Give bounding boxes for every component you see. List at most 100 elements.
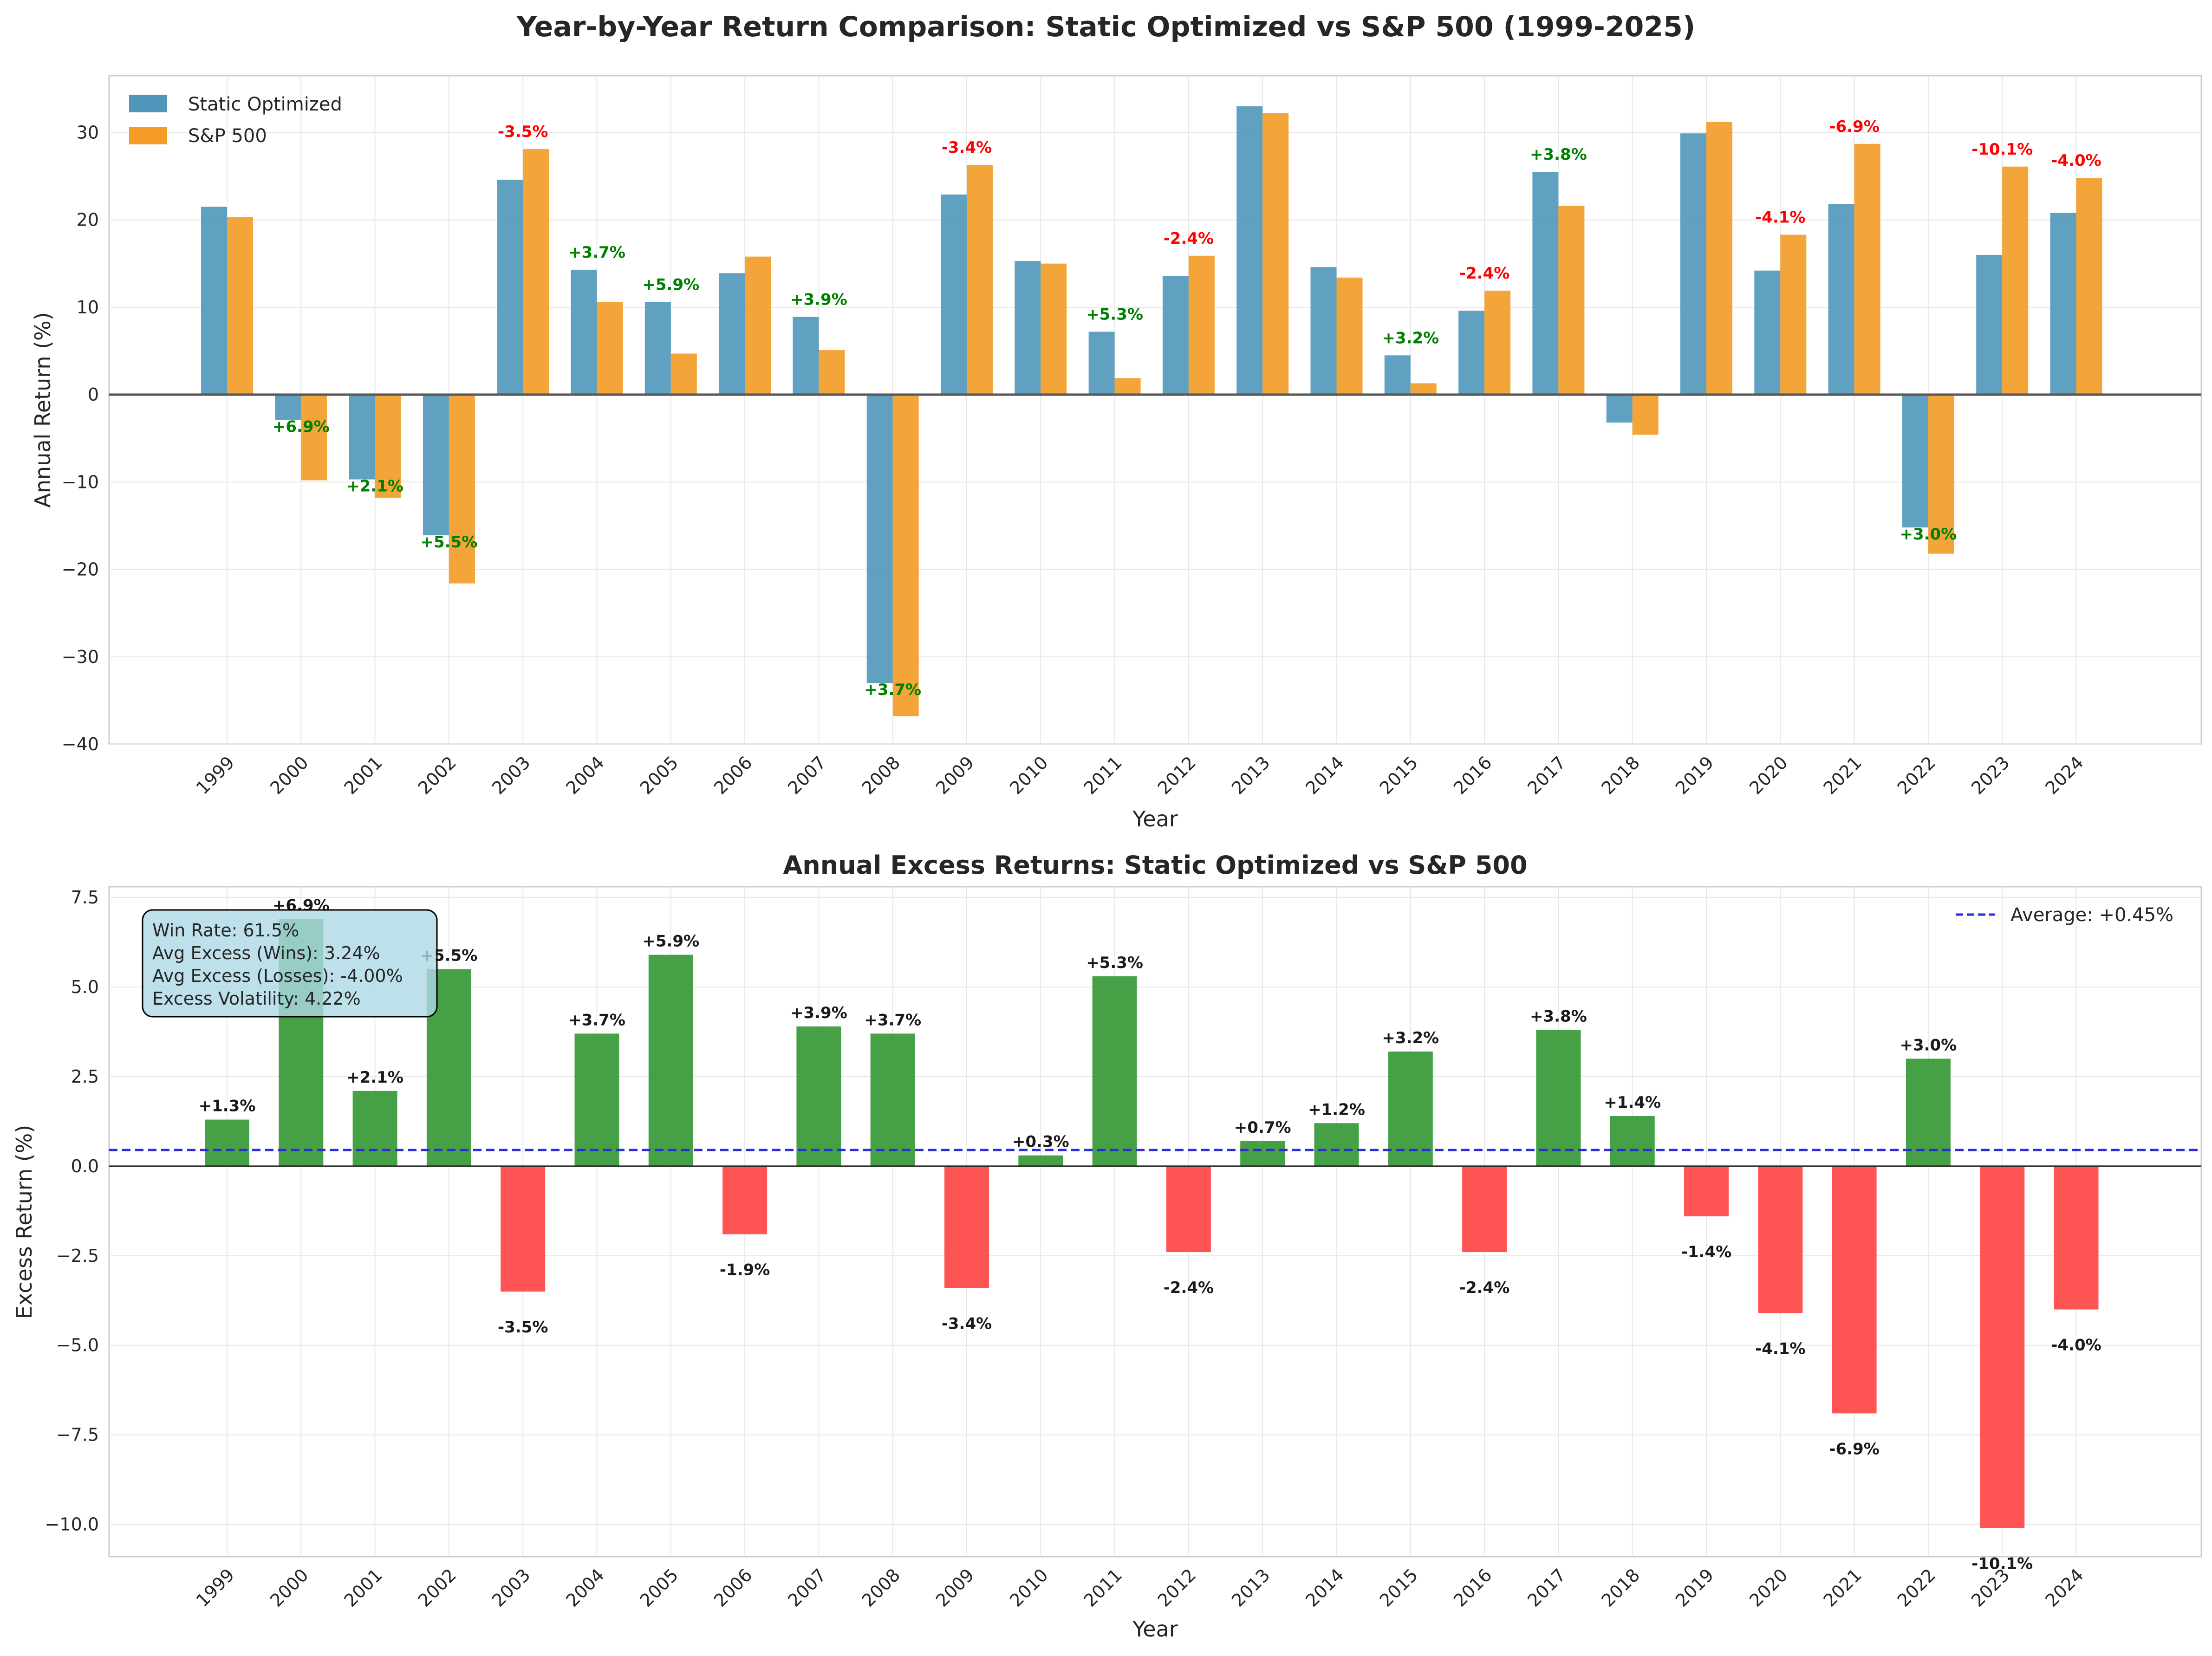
excess-bar-positive: [1314, 1123, 1359, 1166]
excess-value-label: +1.3%: [199, 1097, 256, 1116]
bar-static-optimized: [423, 395, 449, 536]
top-x-tick-label: 1999: [192, 752, 239, 799]
stats-win-rate: Win Rate: 61.5%: [152, 920, 299, 941]
top-x-tick-label: 2005: [636, 752, 683, 799]
excess-bar-positive: [1536, 1030, 1581, 1166]
excess-bar-negative: [501, 1166, 546, 1292]
excess-bar-negative: [722, 1166, 768, 1234]
bottom-y-tick-label: 0.0: [71, 1156, 99, 1176]
bar-static-optimized: [1236, 106, 1263, 395]
bottom-x-tick-label: 2011: [1080, 1565, 1126, 1611]
bar-sp500: [1780, 234, 1807, 395]
bar-static-optimized: [1310, 267, 1337, 395]
bottom-x-tick-label: 2016: [1450, 1565, 1496, 1611]
bar-static-optimized: [1162, 276, 1189, 395]
bar-sp500: [1410, 383, 1437, 395]
excess-value-label: +3.8%: [1530, 1007, 1587, 1026]
bottom-x-axis-title: Year: [1132, 1617, 1178, 1642]
bar-sp500: [1188, 255, 1215, 395]
bottom-x-tick-label: 2002: [414, 1565, 461, 1611]
bottom-legend: Average: +0.45%: [1956, 904, 2173, 926]
excess-bar-positive: [1018, 1155, 1063, 1166]
top-x-tick-label: 2021: [1819, 752, 1866, 799]
top-x-tick-label: 2022: [1893, 752, 1940, 799]
bottom-x-tick-label: 2001: [340, 1565, 386, 1611]
excess-value-label: +3.0%: [1900, 1036, 1957, 1054]
bar-static-optimized: [1680, 133, 1706, 395]
top-x-tick-label: 2009: [932, 752, 978, 799]
excess-annotation: +3.7%: [568, 243, 625, 262]
excess-value-label: +1.2%: [1308, 1100, 1365, 1119]
bar-static-optimized: [201, 207, 227, 395]
bottom-x-tick-label: 2009: [932, 1565, 978, 1611]
excess-value-label: +0.3%: [1012, 1133, 1069, 1151]
bar-sp500: [1558, 206, 1585, 395]
bar-static-optimized: [1976, 254, 2003, 395]
bottom-y-tick-label: 5.0: [71, 977, 99, 997]
top-y-tick-label: −10: [62, 472, 99, 492]
bottom-x-tick-label: 2000: [266, 1565, 312, 1611]
bar-sp500: [2002, 166, 2029, 395]
bottom-y-tick-labels: −10.0 −7.5 −5.0 −2.5 0.0 2.5 5.0 7.5: [45, 887, 99, 1534]
excess-bar-negative: [1166, 1166, 1211, 1253]
bar-static-optimized: [1532, 172, 1559, 395]
top-x-tick-label: 2013: [1228, 752, 1274, 799]
bar-static-optimized: [497, 180, 523, 395]
excess-value-label: -1.9%: [720, 1261, 770, 1279]
top-x-tick-label: 2020: [1745, 752, 1792, 799]
bottom-x-tick-label: 2012: [1154, 1565, 1200, 1611]
excess-value-label: +5.9%: [642, 932, 699, 951]
excess-annotation: -4.0%: [2051, 151, 2101, 170]
bar-static-optimized: [644, 302, 671, 395]
top-x-tick-label: 2002: [414, 752, 461, 799]
bar-sp500: [2076, 178, 2102, 395]
top-x-tick-label: 2019: [1672, 752, 1718, 799]
top-legend: Static Optimized S&P 500: [129, 94, 342, 147]
bottom-x-tick-label: 2018: [1598, 1565, 1644, 1611]
bottom-x-tick-label: 2015: [1376, 1565, 1422, 1611]
bar-static-optimized: [1828, 204, 1854, 395]
excess-annotation: +6.9%: [273, 418, 330, 436]
top-x-tick-label: 2018: [1598, 752, 1644, 799]
stats-volatility: Excess Volatility: 4.22%: [152, 988, 361, 1009]
excess-value-label: +3.7%: [864, 1011, 921, 1029]
excess-bar-positive: [648, 955, 693, 1166]
excess-annotation: +3.2%: [1382, 329, 1439, 347]
bar-static-optimized: [1015, 261, 1041, 395]
excess-bar-positive: [796, 1026, 841, 1166]
top-y-tick-label: 0: [88, 384, 99, 405]
excess-annotation: +3.9%: [790, 291, 847, 309]
bottom-x-tick-label: 2004: [562, 1565, 608, 1611]
legend-label-sp500: S&P 500: [188, 125, 267, 147]
top-y-tick-label: −20: [62, 559, 99, 580]
top-x-axis-title: Year: [1132, 806, 1178, 831]
excess-bar-positive: [1906, 1059, 1951, 1166]
excess-bar-negative: [2054, 1166, 2099, 1310]
bar-sp500: [1854, 143, 1880, 395]
figure-title: Year-by-Year Return Comparison: Static O…: [516, 11, 1696, 43]
bar-static-optimized: [1384, 355, 1411, 395]
bottom-y-tick-label: −2.5: [56, 1246, 99, 1266]
bar-sp500: [745, 256, 771, 395]
excess-bar-negative: [1832, 1166, 1877, 1414]
top-annotations: +6.9% +2.1% +5.5% -3.5% +3.7% +5.9% +3.9% +3.7%…: [273, 117, 2101, 699]
top-x-tick-label: 2000: [266, 752, 312, 799]
bottom-x-tick-label: 2014: [1301, 1565, 1348, 1611]
top-x-tick-label: 2015: [1376, 752, 1422, 799]
excess-value-label: +3.2%: [1382, 1029, 1439, 1047]
bar-sp500: [301, 395, 327, 481]
bottom-x-tick-label: 2020: [1745, 1565, 1792, 1611]
bar-sp500: [819, 350, 845, 395]
bottom-x-tick-label: 2022: [1893, 1565, 1940, 1611]
top-x-tick-label: 2008: [858, 752, 904, 799]
legend-label-static: Static Optimized: [188, 94, 342, 115]
top-y-tick-label: −30: [62, 647, 99, 667]
bar-static-optimized: [1606, 395, 1633, 423]
top-x-tick-label: 2006: [710, 752, 756, 799]
top-x-tick-label: 2012: [1154, 752, 1200, 799]
excess-value-label: +0.7%: [1234, 1118, 1291, 1137]
bar-static-optimized: [2050, 213, 2076, 395]
bar-sp500: [1484, 291, 1511, 395]
excess-return-chart: Annual Excess Returns: Static Optimized …: [12, 851, 2202, 1642]
